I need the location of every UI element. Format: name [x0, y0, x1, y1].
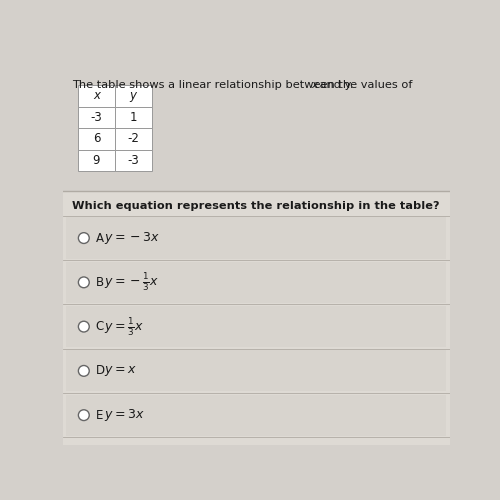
Bar	[115, 85, 152, 106]
Bar	[115, 150, 152, 172]
Text: y: y	[130, 90, 136, 102]
Bar	[66, 394, 446, 436]
Text: -3: -3	[128, 154, 139, 167]
Bar	[66, 262, 446, 303]
Text: and y.: and y.	[316, 80, 354, 90]
Circle shape	[78, 410, 89, 420]
Text: The table shows a linear relationship between the values of: The table shows a linear relationship be…	[72, 80, 416, 90]
Text: $y=\frac{1}{3}x$: $y=\frac{1}{3}x$	[104, 316, 144, 338]
Circle shape	[78, 366, 89, 376]
Text: E: E	[96, 408, 103, 422]
Text: -2: -2	[128, 132, 139, 145]
Text: $y=-\frac{1}{3}x$: $y=-\frac{1}{3}x$	[104, 272, 160, 293]
Text: 9: 9	[92, 154, 100, 167]
Text: 6: 6	[92, 132, 100, 145]
Bar	[66, 218, 446, 258]
Text: D: D	[96, 364, 104, 378]
Circle shape	[78, 232, 89, 243]
Bar	[62, 60, 450, 191]
Text: $y=x$: $y=x$	[104, 364, 137, 378]
Bar	[78, 85, 115, 106]
Bar	[115, 106, 152, 128]
Circle shape	[78, 277, 89, 287]
Text: Which equation represents the relationship in the table?: Which equation represents the relationsh…	[72, 200, 440, 210]
Bar	[78, 106, 115, 128]
Bar	[78, 150, 115, 172]
Circle shape	[78, 321, 89, 332]
Bar	[115, 128, 152, 150]
Text: x: x	[93, 90, 100, 102]
Bar	[66, 306, 446, 347]
Text: A: A	[96, 232, 104, 244]
Text: C: C	[96, 320, 104, 333]
Bar	[78, 128, 115, 150]
Text: -3: -3	[90, 111, 102, 124]
Text: $y=-3x$: $y=-3x$	[104, 230, 160, 246]
Text: x: x	[311, 80, 318, 90]
Bar	[66, 350, 446, 392]
Text: B: B	[96, 276, 104, 289]
Text: $y=3x$: $y=3x$	[104, 407, 145, 423]
Text: 1: 1	[130, 111, 137, 124]
Bar	[62, 191, 450, 445]
